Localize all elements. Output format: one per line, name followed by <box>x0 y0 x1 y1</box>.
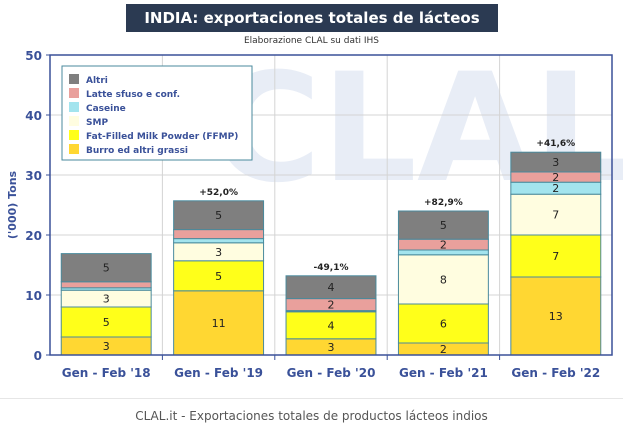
data-label: 6 <box>440 318 447 331</box>
data-label: 4 <box>328 281 335 294</box>
stacked-bar-chart: CLAL 353511535+52,0%3424-49,1%26825+82,9… <box>6 42 623 380</box>
bar-segment <box>510 234 602 278</box>
bar-segment <box>510 151 602 173</box>
growth-annotation: +82,9% <box>424 198 463 208</box>
y-tick-label: 0 <box>34 349 42 363</box>
bar-segment <box>60 306 152 338</box>
data-label: 3 <box>328 341 335 354</box>
axes: 0 10 20 30 40 50 Gen - Feb '18 Gen - Feb '19 Gen… <box>25 49 613 380</box>
data-label: 2 <box>552 182 559 195</box>
bar-segment <box>60 281 152 289</box>
data-label: 11 <box>212 317 226 330</box>
legend-swatch <box>69 130 79 140</box>
bar-segment <box>173 238 265 244</box>
plot-frame <box>49 54 613 356</box>
legend-swatch <box>69 102 79 112</box>
data-label: 5 <box>215 209 222 222</box>
data-label: 8 <box>440 273 447 286</box>
y-tick-label: 10 <box>25 289 42 303</box>
chart-subtitle: Elaborazione CLAL su dati IHS <box>243 36 379 46</box>
y-axis-label: ('000) Tons <box>6 170 19 239</box>
bar-segment <box>173 229 265 240</box>
legend-swatch <box>69 144 79 154</box>
data-label: 13 <box>549 310 563 323</box>
legend-swatch <box>69 74 79 84</box>
data-label: 3 <box>215 246 222 259</box>
y-tick-label: 20 <box>25 229 42 243</box>
bar-segment <box>510 193 602 236</box>
x-tick-label: Gen - Feb '18 <box>62 366 151 380</box>
legend: Altri Latte sfuso e conf. Caseine SMP Fat-Fi… <box>61 65 253 161</box>
legend-label: Altri <box>86 76 108 86</box>
data-label: 2 <box>328 299 335 312</box>
bar-segment <box>397 210 489 240</box>
bar-segment <box>285 275 377 300</box>
bar-segment <box>397 254 489 305</box>
chart-title-text: INDIA: exportaciones totales de lácteos <box>144 9 480 27</box>
x-tick-label: Gen - Feb '22 <box>511 366 600 380</box>
growth-annotation: +41,6% <box>536 139 575 149</box>
footer-caption: CLAL.it - Exportaciones totales de produ… <box>135 409 488 423</box>
legend-label: Latte sfuso e conf. <box>86 90 180 100</box>
footer-divider <box>0 398 623 399</box>
legend-label: Burro ed altri grassi <box>86 146 188 156</box>
legend-label: Fat-Filled Milk Powder (FFMP) <box>86 132 238 142</box>
data-label: 2 <box>440 239 447 252</box>
data-label: 5 <box>440 219 447 232</box>
bar-segment <box>173 290 265 356</box>
bar-segment <box>510 276 602 356</box>
y-tick-label: 40 <box>25 109 42 123</box>
data-label: 7 <box>552 209 559 222</box>
x-tick-label: Gen - Feb '19 <box>174 366 263 380</box>
growth-annotation: -49,1% <box>314 263 349 273</box>
data-label: 2 <box>440 343 447 356</box>
chart-title: INDIA: exportaciones totales de lácteos <box>126 4 498 32</box>
data-label: 3 <box>552 156 559 169</box>
data-label: 3 <box>103 293 110 306</box>
legend-label: SMP <box>86 118 108 128</box>
data-label: 2 <box>552 171 559 184</box>
data-label: 5 <box>103 316 110 329</box>
x-tick-label: Gen - Feb '20 <box>287 366 376 380</box>
bars: 3 5 3 5 11 5 3 5 +52,0% 3 4 2 4 -49,1% 2 6 8 2 5 +82,9% 13 7 7… <box>60 139 602 356</box>
y-tick-label: 50 <box>25 49 42 63</box>
data-label: 4 <box>328 319 335 332</box>
data-label: 5 <box>215 270 222 283</box>
bar-segment <box>397 303 489 344</box>
data-label: 7 <box>552 250 559 263</box>
legend-swatch <box>69 116 79 126</box>
y-tick-label: 30 <box>25 169 42 183</box>
legend-label: Caseine <box>86 104 126 114</box>
bar-segment <box>173 200 265 231</box>
x-tick-label: Gen - Feb '21 <box>399 366 488 380</box>
data-label: 3 <box>103 340 110 353</box>
growth-annotation: +52,0% <box>199 188 238 198</box>
bar-segment <box>60 253 152 283</box>
legend-box <box>61 65 253 161</box>
legend-swatch <box>69 88 79 98</box>
data-label: 5 <box>103 262 110 275</box>
